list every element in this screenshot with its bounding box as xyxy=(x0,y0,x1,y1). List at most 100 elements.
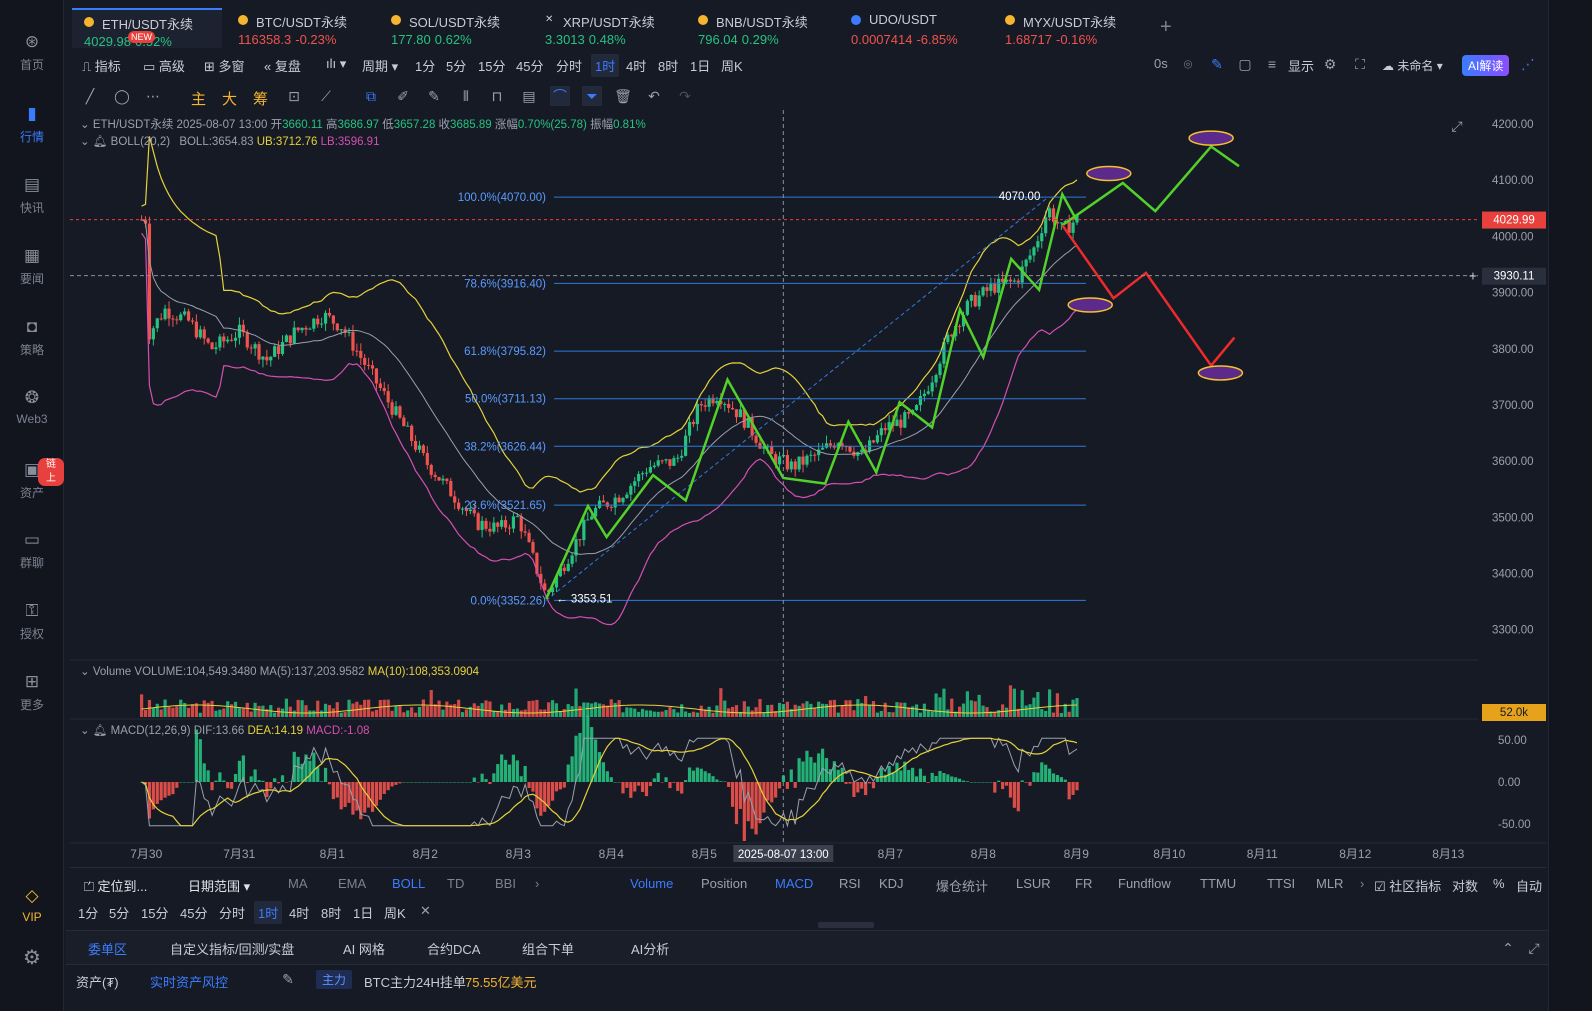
timeframe-3[interactable]: 45分 xyxy=(516,59,544,74)
main-indicator-bbi[interactable]: BBI xyxy=(495,876,516,891)
date-range-dropdown[interactable]: 日期范围 ▾ xyxy=(188,879,251,894)
lock-icon[interactable]: ⊓ xyxy=(491,88,503,104)
filter-icon[interactable]: ⏷ xyxy=(582,86,602,106)
sub-indicator-9[interactable]: TTMU xyxy=(1200,876,1237,891)
bottom-tab-3[interactable]: 合约DCA xyxy=(427,942,481,957)
brush-icon[interactable]: ✐ xyxy=(397,88,409,104)
period-dropdown[interactable]: 周期 ▾ xyxy=(362,59,399,74)
sub-indicator-4[interactable]: KDJ xyxy=(879,876,904,891)
timeframe-1[interactable]: 5分 xyxy=(109,906,130,921)
nav-item-4[interactable]: ◘ 策略 xyxy=(0,317,64,379)
symbol-tab[interactable]: SOL/USDT永续 177.80 0.62% xyxy=(379,8,529,48)
timeframe-0[interactable]: 1分 xyxy=(78,906,99,921)
sub-indicator-3[interactable]: RSI xyxy=(839,876,861,891)
chevron-right-icon[interactable]: › xyxy=(535,876,540,891)
locate-button[interactable]: ⏍ 定位到... xyxy=(84,879,148,894)
price-chart[interactable]: 4200.00 4100.00 4000.00 3900.00 3800.00 3700.… xyxy=(70,110,1546,865)
collapse-icon[interactable]: ⌄ xyxy=(80,666,90,678)
timeframe-2[interactable]: 15分 xyxy=(141,906,169,921)
template-icon[interactable]: ▤ xyxy=(522,88,536,104)
sub-indicator-6[interactable]: LSUR xyxy=(1016,876,1051,891)
bottom-tab-1[interactable]: 自定义指标/回测/实盘 xyxy=(170,942,295,957)
main-force-tool[interactable]: 主 xyxy=(191,91,207,108)
vip-button[interactable]: ◇ VIP xyxy=(0,886,64,948)
layout-name-button[interactable]: ☁ 未命名 ▾ xyxy=(1382,59,1443,73)
timeframe-4[interactable]: 分时 xyxy=(556,59,583,74)
expand-icon[interactable]: ⤢ xyxy=(1528,940,1540,956)
main-indicator-ema[interactable]: EMA xyxy=(338,876,367,891)
pen-icon[interactable]: ✎ xyxy=(1211,56,1223,72)
timeframe-5[interactable]: 1时 xyxy=(591,54,620,77)
ruler-icon[interactable]: ⊡ xyxy=(288,88,300,104)
community-indicator-button[interactable]: ☑ 社区指标 xyxy=(1374,879,1442,894)
chart-canvas[interactable]: 4200.00 4100.00 4000.00 3900.00 3800.00 3700.… xyxy=(70,110,1546,865)
symbol-tab[interactable]: ✕ XRP/USDT永续 3.3013 0.48% xyxy=(533,8,683,48)
multi-window-button[interactable]: ⊞ 多窗 xyxy=(204,59,245,74)
panel-resize-handle[interactable] xyxy=(818,922,874,928)
measure-icon[interactable]: ⟋ xyxy=(321,88,331,104)
add-tab-icon[interactable]: + xyxy=(1160,16,1172,38)
risk-control-link[interactable]: 实时资产风控 xyxy=(150,975,229,990)
more-tools-icon[interactable]: ⋯ xyxy=(146,88,160,104)
sub-indicator-5[interactable]: 爆仓统计 xyxy=(936,879,989,894)
bell-icon[interactable]: 🔔︎ xyxy=(92,725,108,737)
timeframe-4[interactable]: 分时 xyxy=(219,906,246,921)
timeframe-9[interactable]: 周K xyxy=(384,906,406,921)
timeframe-5[interactable]: 1时 xyxy=(254,901,283,924)
nav-item-9[interactable]: ⊞ 更多 xyxy=(0,672,64,734)
nav-item-0[interactable]: ⊛ 首页 xyxy=(0,32,64,94)
sub-indicator-2[interactable]: MACD xyxy=(775,876,814,891)
ai-interpret-button[interactable]: AI解读 xyxy=(1462,55,1510,76)
nav-item-7[interactable]: ▭ 群聊 xyxy=(0,530,64,592)
chevron-right-icon[interactable]: › xyxy=(1360,876,1365,891)
chart-type-button[interactable]: ılı ▾ xyxy=(326,56,346,72)
sub-indicator-8[interactable]: Fundflow xyxy=(1118,876,1171,891)
timeframe-9[interactable]: 周K xyxy=(721,59,743,74)
chevron-up-icon[interactable]: ⌃ xyxy=(1502,940,1514,956)
indicator-button[interactable]: ⎍ 指标 xyxy=(82,59,121,74)
collapse-icon[interactable]: ⌄ xyxy=(80,136,90,148)
timeframe-8[interactable]: 1日 xyxy=(353,906,374,921)
log-scale-toggle[interactable]: 对数 xyxy=(1452,879,1479,894)
sub-indicator-1[interactable]: Position xyxy=(701,876,748,891)
percent-scale-toggle[interactable]: % xyxy=(1493,876,1505,891)
auto-scale-toggle[interactable]: 自动 xyxy=(1516,879,1543,894)
display-button[interactable]: 显示 xyxy=(1288,59,1315,74)
collapse-icon[interactable]: ⌄ xyxy=(80,119,90,131)
nav-item-5[interactable]: ❂ Web3 xyxy=(0,388,64,450)
magnet-icon[interactable]: ⌒ xyxy=(550,86,570,106)
nav-item-3[interactable]: ▦ 要闻 xyxy=(0,246,64,308)
sub-indicator-10[interactable]: TTSI xyxy=(1267,876,1296,891)
bottom-tab-5[interactable]: AI分析 xyxy=(631,942,670,957)
nav-item-1[interactable]: ▮ 行情 xyxy=(0,104,64,166)
sub-indicator-0[interactable]: Volume xyxy=(630,876,674,891)
close-icon[interactable]: ✕ xyxy=(420,903,431,918)
share-icon[interactable]: ⋰ xyxy=(1521,56,1535,72)
bottom-tab-4[interactable]: 组合下单 xyxy=(522,942,575,957)
settings-button[interactable]: ⚙ xyxy=(0,948,64,1010)
sub-indicator-7[interactable]: FR xyxy=(1075,876,1093,891)
fullscreen-icon[interactable]: ⛶ xyxy=(1355,56,1365,72)
layout-icon[interactable]: ▢ xyxy=(1238,56,1252,72)
line-tool-icon[interactable]: ╱ xyxy=(85,88,95,104)
redo-icon[interactable]: ↷ xyxy=(679,88,691,104)
gear-icon[interactable]: ⚙ xyxy=(1323,56,1337,72)
main-indicator-ma[interactable]: MA xyxy=(288,876,308,891)
ellipse-tool-icon[interactable]: ◯ xyxy=(114,88,130,104)
bottom-tab-2[interactable]: AI 网格 xyxy=(343,942,385,957)
symbol-tab[interactable]: BNB/USDT永续 796.04 0.29% xyxy=(686,8,836,48)
timeframe-6[interactable]: 4时 xyxy=(289,906,310,921)
maximize-icon[interactable]: ⤢ xyxy=(1451,118,1463,134)
timeframe-0[interactable]: 1分 xyxy=(415,59,436,74)
symbol-tab[interactable]: BTC/USDT永续 116358.3 -0.23% xyxy=(226,8,376,48)
eraser-icon[interactable]: ✎ xyxy=(428,88,440,104)
bell-icon[interactable]: 🔔︎ xyxy=(92,136,108,148)
nav-item-2[interactable]: ▤ 快讯 xyxy=(0,175,64,237)
edit-icon[interactable]: ✎ xyxy=(282,971,294,987)
big-order-tool[interactable]: 大 xyxy=(222,91,238,108)
advanced-button[interactable]: ▭ 高级 xyxy=(143,59,185,74)
symbol-tab[interactable]: ETH/USDT永续 4029.98 0.52% NEW xyxy=(72,8,222,49)
main-indicator-td[interactable]: TD xyxy=(447,876,465,891)
nav-item-6[interactable]: ▣ 资产 链上 xyxy=(0,458,64,522)
undo-icon[interactable]: ↶ xyxy=(648,88,660,104)
